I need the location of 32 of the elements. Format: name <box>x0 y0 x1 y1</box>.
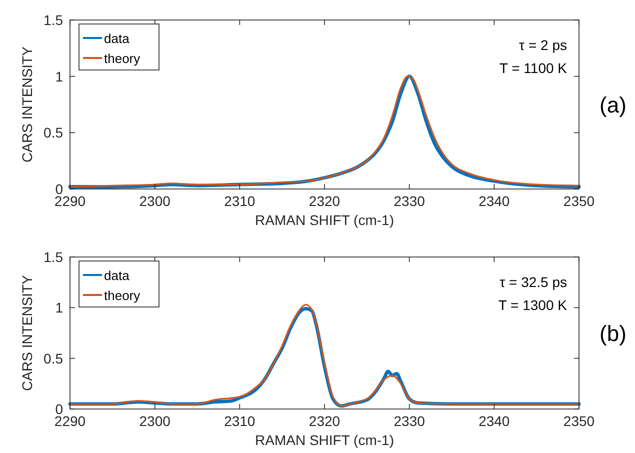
x-tick-label: 2330 <box>394 413 426 429</box>
x-tick-label: 2310 <box>224 193 256 209</box>
y-tick-label: 1 <box>55 68 64 84</box>
legend-label: theory <box>104 51 141 66</box>
x-axis-title: RAMAN SHIFT (cm-1) <box>255 432 394 448</box>
y-axis-title: CARS INTENSITY <box>19 46 35 162</box>
x-tick-label: 2340 <box>478 413 510 429</box>
text: (a) <box>600 92 626 118</box>
x-tick-label: 2320 <box>308 413 340 429</box>
annotation: τ = 32.5 ps <box>500 274 567 290</box>
legend-label: data <box>104 268 130 283</box>
x-axis-title: RAMAN SHIFT (cm-1) <box>255 212 394 228</box>
text: (b) <box>600 321 626 346</box>
x-tick-label: 2300 <box>139 193 171 209</box>
x-tick-label: 2340 <box>478 193 510 209</box>
annotation: T = 1300 K <box>498 297 568 313</box>
x-tick-label: 2310 <box>224 413 256 429</box>
legend-label: data <box>104 31 130 46</box>
y-tick-label: 0.5 <box>44 124 64 141</box>
legend-label: theory <box>104 288 141 303</box>
x-tick-label: 2330 <box>394 193 426 209</box>
y-tick-label: 1.5 <box>44 12 64 28</box>
x-tick-label: 2320 <box>308 193 340 209</box>
x-tick-label: 2350 <box>563 193 595 209</box>
y-tick-label: 1.5 <box>44 249 64 265</box>
annotation: T = 1100 K <box>499 60 568 76</box>
x-tick-label: 2350 <box>563 413 595 429</box>
annotation: τ = 2 ps <box>519 37 567 53</box>
y-tick-label: 1 <box>55 300 64 316</box>
y-axis-title: CARS INTENSITY <box>19 274 35 391</box>
y-tick-label: 0.5 <box>44 350 64 366</box>
x-tick-label: 2300 <box>139 413 171 429</box>
